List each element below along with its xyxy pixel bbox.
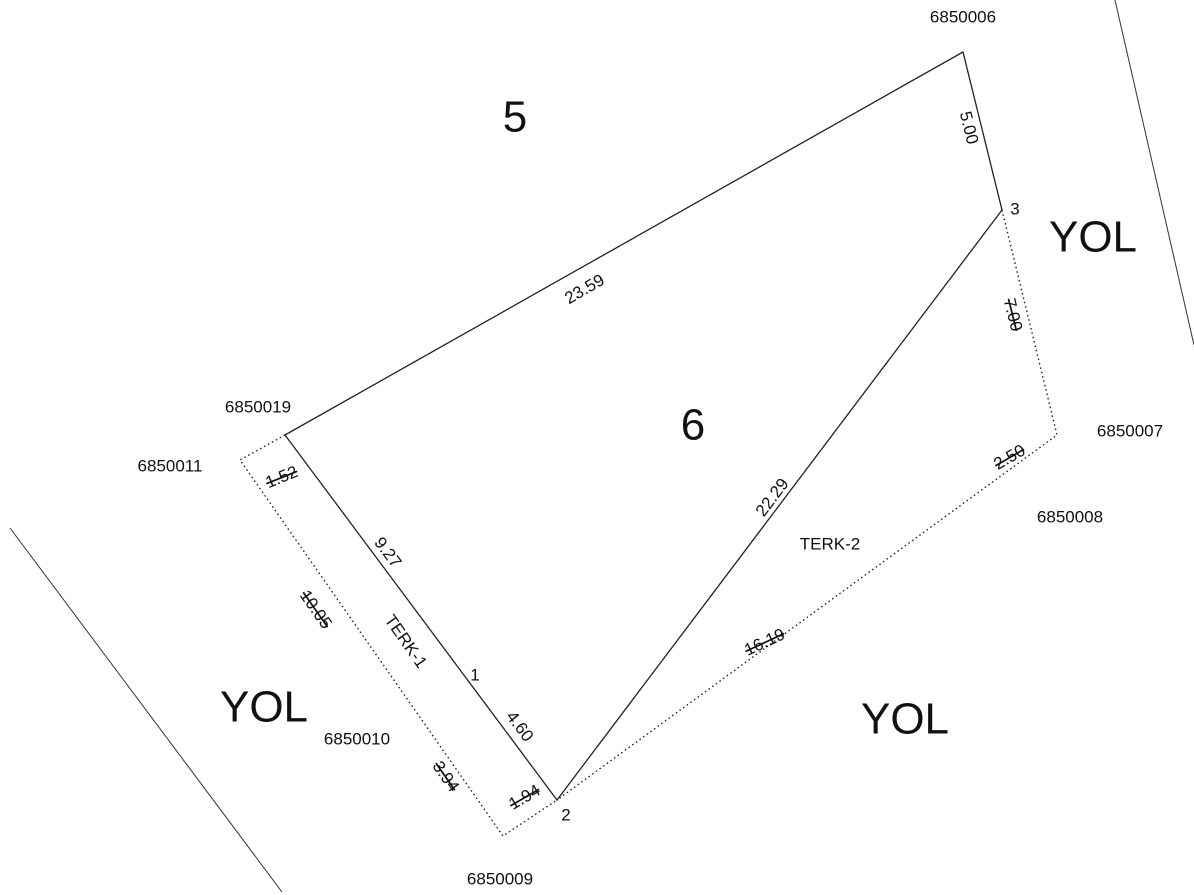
road-edge xyxy=(9,527,283,893)
edge-length: 16.19 xyxy=(741,624,788,659)
parcel-id: 6850008 xyxy=(1037,507,1103,526)
edge-length: 1.94 xyxy=(505,781,543,814)
parcel-id: 6850007 xyxy=(1097,421,1163,440)
edge-length: 2.50 xyxy=(990,441,1028,474)
edge-length: 23.59 xyxy=(561,270,607,308)
parcel-number: 6 xyxy=(681,401,705,450)
road-label: YOL xyxy=(1049,213,1137,262)
parcel-id: 6850010 xyxy=(324,729,390,748)
parcel-id: 6850006 xyxy=(930,7,996,26)
parcel-boundary xyxy=(284,51,1003,802)
parcel-number: 5 xyxy=(503,93,527,142)
parcel-id: 6850011 xyxy=(138,456,203,475)
road-label: YOL xyxy=(220,683,308,732)
edge-length: 7.00 xyxy=(1000,296,1026,333)
parcel-id: 6850009 xyxy=(467,869,533,888)
point-label: 1 xyxy=(470,665,479,684)
edge-length: 4.60 xyxy=(502,707,537,745)
edge-length: 22.29 xyxy=(752,475,793,520)
terk-label: TERK-2 xyxy=(800,534,860,553)
edge-length: 9.27 xyxy=(370,533,405,571)
edge-length: 10.05 xyxy=(296,587,336,633)
parcel-id: 6850019 xyxy=(225,397,291,416)
point-label: 3 xyxy=(1010,199,1019,218)
terk-boundary xyxy=(556,209,1058,801)
edge-length: 3.94 xyxy=(429,757,464,795)
road-edge xyxy=(1114,0,1194,346)
road-label: YOL xyxy=(861,695,949,744)
edge-length: 1.52 xyxy=(263,462,301,492)
point-label: 2 xyxy=(561,805,570,824)
